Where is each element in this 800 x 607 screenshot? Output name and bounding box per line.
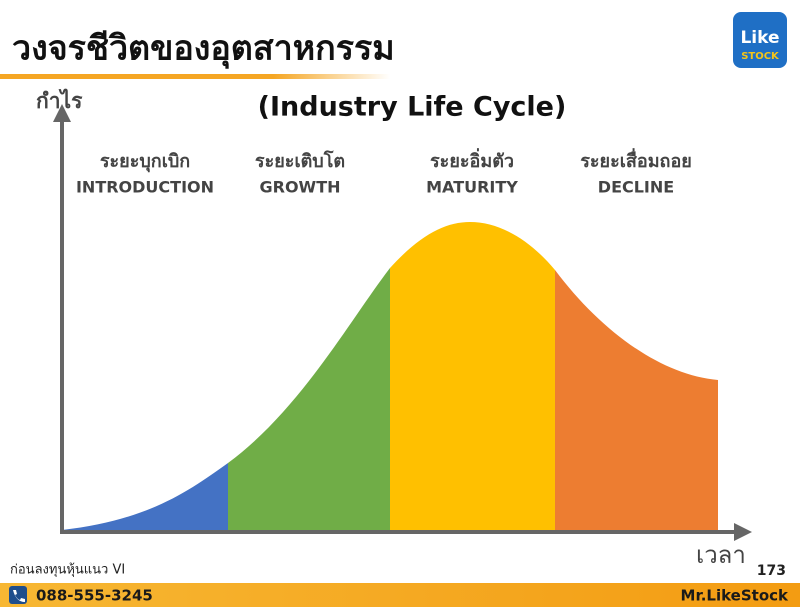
phone-icon	[9, 586, 27, 604]
title: วงจรชีวิตของอุตสาหกรรม	[12, 29, 395, 70]
page-number: 173	[757, 563, 786, 579]
subtitle: (Industry Life Cycle)	[258, 92, 567, 123]
x-axis-label: เวลา	[696, 541, 746, 569]
logo-box	[733, 12, 787, 68]
stage-english: GROWTH	[259, 178, 340, 197]
y-axis-label: กำไร	[36, 88, 83, 113]
title-underline	[0, 74, 390, 79]
stage-thai: ระยะบุกเบิก	[100, 151, 190, 173]
stage-thai: ระยะอิ่มตัว	[430, 148, 514, 172]
y-arrow	[53, 104, 71, 122]
phone: 088-555-3245	[36, 587, 153, 605]
x-arrow	[734, 523, 752, 541]
stage-thai: ระยะเสื่อมถอย	[580, 148, 692, 172]
stage-thai: ระยะเติบโต	[255, 150, 345, 172]
axes	[53, 104, 752, 541]
stage-area	[390, 222, 555, 530]
footer-bar	[0, 583, 800, 607]
stage-english: INTRODUCTION	[76, 178, 214, 197]
stage-labels: ระยะบุกเบิก INTRODUCTION ระยะเติบโต GROW…	[76, 148, 692, 197]
stage-english: MATURITY	[426, 178, 518, 197]
logo-text: STOCK	[741, 51, 780, 62]
footer-note: ก่อนลงทุนหุ้นแนว VI	[10, 563, 125, 578]
brand: Mr.LikeStock	[681, 587, 790, 605]
logo-text: Like	[740, 28, 779, 48]
stage-english: DECLINE	[598, 178, 674, 197]
phone-glyph	[13, 590, 25, 602]
logo: Like STOCK	[733, 12, 787, 68]
